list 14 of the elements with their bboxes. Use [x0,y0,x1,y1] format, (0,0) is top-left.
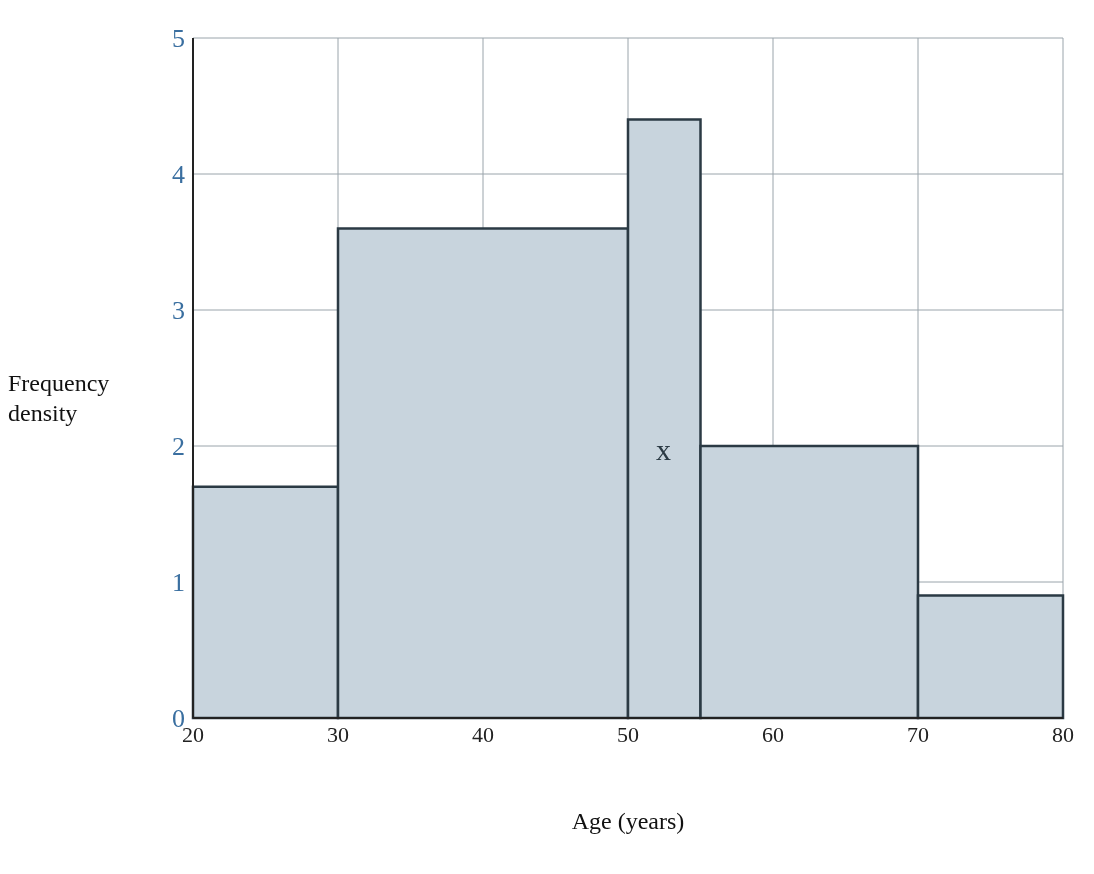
y-tick-label: 1 [172,568,185,598]
x-tick-label: 60 [762,721,784,747]
x-tick-label: 70 [907,721,929,747]
x-tick-label: 50 [617,721,639,747]
y-tick-label: 4 [172,160,185,190]
x-tick-label: 30 [327,721,349,747]
annotation: x [656,433,671,467]
x-axis-title: Age (years) [570,808,686,835]
x-tick-label: 80 [1052,721,1074,747]
y-tick-label: 2 [172,432,185,462]
y-axis-title: Frequency density [8,369,111,428]
x-tick-label: 40 [472,721,494,747]
y-tick-label: 3 [172,296,185,326]
y-tick-label: 5 [172,24,185,54]
